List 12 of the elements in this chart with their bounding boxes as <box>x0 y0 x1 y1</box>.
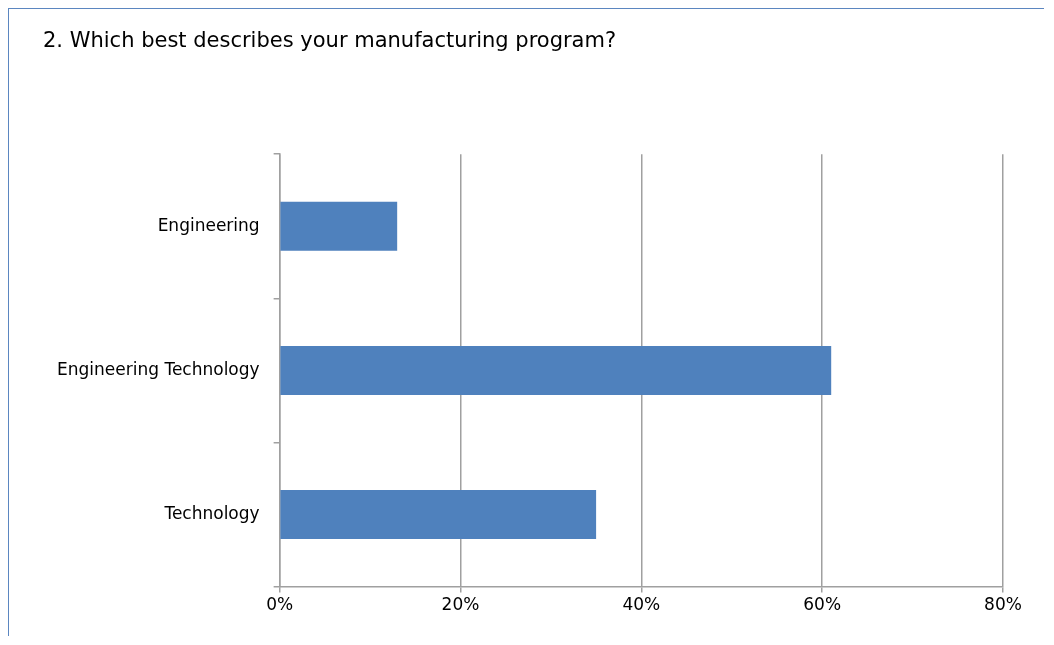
bar <box>280 490 597 540</box>
x-tick-label: 40% <box>622 594 661 615</box>
x-tick-label: 20% <box>441 594 480 615</box>
y-tick-label: Engineering <box>157 214 260 235</box>
y-tick-label: Engineering Technology <box>56 358 260 379</box>
x-tick-label: 0% <box>266 594 294 615</box>
x-tick-label: 80% <box>984 594 1022 615</box>
bar <box>280 345 832 395</box>
y-tick-label: Technology <box>163 502 260 523</box>
chart-title: 2. Which best describes your manufacturing program? <box>43 28 617 53</box>
bar <box>280 201 398 251</box>
x-tick-label: 60% <box>803 594 842 615</box>
